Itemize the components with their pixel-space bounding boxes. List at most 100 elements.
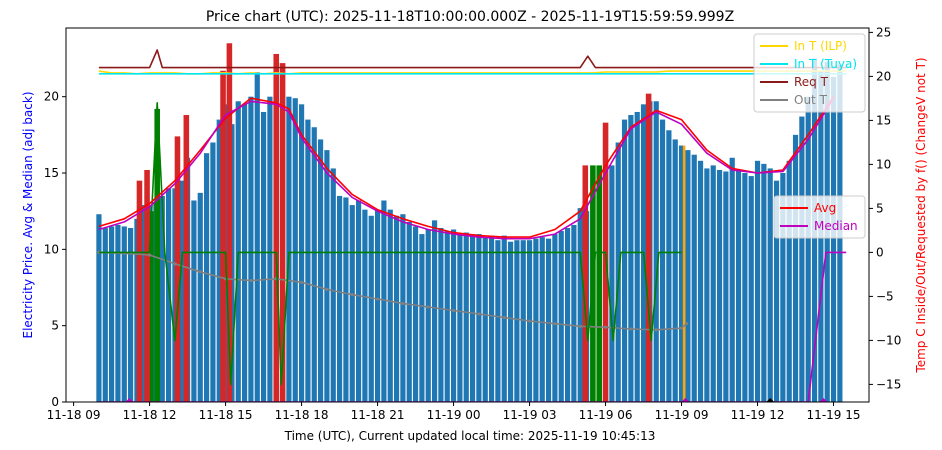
price-bar bbox=[438, 227, 444, 402]
out-t-point bbox=[249, 278, 253, 283]
price-bar bbox=[102, 227, 108, 402]
out-t-point bbox=[451, 308, 456, 313]
price-bar bbox=[577, 208, 583, 402]
price-bar bbox=[704, 168, 710, 402]
price-bar bbox=[533, 238, 539, 402]
price-bar bbox=[463, 232, 469, 402]
price-bar bbox=[108, 226, 115, 402]
x-tick-label: 11-18 18 bbox=[275, 408, 329, 422]
price-bar bbox=[476, 234, 482, 402]
price-bar bbox=[425, 229, 431, 402]
y-left-tick-label: 15 bbox=[44, 166, 59, 180]
price-bar bbox=[761, 163, 767, 402]
price-bar bbox=[387, 209, 393, 402]
price-bar bbox=[121, 226, 127, 402]
y-axis-label-right: Temp C Inside/Out/Requested by f() (Chan… bbox=[914, 57, 928, 373]
price-bar bbox=[615, 142, 621, 402]
legend-mid-box bbox=[773, 195, 866, 239]
out-t-point bbox=[350, 293, 354, 297]
out-t-point bbox=[173, 262, 177, 266]
price-bar bbox=[773, 180, 780, 402]
price-bar bbox=[780, 173, 786, 402]
y-right-tick-label: −15 bbox=[876, 377, 901, 391]
price-bar bbox=[393, 215, 400, 402]
green-bar bbox=[154, 108, 160, 402]
orange-bar bbox=[682, 145, 686, 402]
x-tick-label: 11-19 00 bbox=[427, 408, 481, 422]
price-bar bbox=[324, 150, 330, 402]
y-right-tick-label: 20 bbox=[876, 69, 891, 83]
price-bar bbox=[457, 234, 463, 402]
y-right-tick-label: 25 bbox=[876, 25, 891, 39]
out-t-point bbox=[527, 319, 532, 323]
price-bar bbox=[552, 234, 558, 402]
out-t-point bbox=[629, 327, 633, 331]
price-bar bbox=[666, 130, 672, 402]
price-bar bbox=[564, 227, 571, 402]
price-bar bbox=[621, 119, 628, 402]
legends: In T (ILP) In T (Tuya) Req T Out T Avg Median bbox=[753, 33, 866, 239]
marker-point bbox=[766, 398, 775, 402]
green-bar bbox=[148, 211, 154, 402]
out-t-point bbox=[553, 322, 557, 326]
x-tick-label: 11-18 12 bbox=[123, 408, 177, 422]
y-left-tick-label: 10 bbox=[44, 242, 59, 256]
x-tick-label: 11-19 03 bbox=[503, 408, 557, 422]
y-right-tick-label: 15 bbox=[876, 113, 891, 127]
green-bar bbox=[596, 165, 603, 402]
price-bar bbox=[431, 220, 438, 402]
price-bar bbox=[488, 235, 495, 402]
legend-top-label: Out T bbox=[794, 93, 828, 107]
price-bar bbox=[355, 200, 362, 402]
x-tick-label: 11-19 06 bbox=[579, 408, 633, 422]
price-bar bbox=[248, 96, 254, 402]
price-bar bbox=[469, 234, 476, 402]
y-axis-label-left: Electricity Price. Avg & Median (adj bac… bbox=[21, 92, 35, 339]
price-bar bbox=[267, 96, 273, 402]
legend-mid-label: Avg bbox=[814, 201, 836, 215]
series-line-median bbox=[98, 97, 835, 240]
req-bar bbox=[220, 70, 226, 402]
price-bar bbox=[305, 119, 311, 402]
out-t-point bbox=[198, 270, 202, 274]
price-bar bbox=[799, 116, 805, 402]
price-bar bbox=[558, 231, 564, 402]
plot-content bbox=[96, 43, 847, 402]
legend-top-label: In T (ILP) bbox=[794, 39, 847, 53]
req-bar bbox=[602, 122, 609, 402]
price-bar bbox=[191, 200, 197, 402]
series-line-req-t bbox=[98, 49, 847, 69]
price-bar bbox=[450, 229, 457, 402]
price-bar bbox=[286, 96, 292, 402]
price-bar bbox=[362, 209, 368, 402]
price-bar bbox=[419, 234, 425, 402]
price-bar bbox=[115, 224, 121, 402]
price-bar bbox=[381, 200, 387, 402]
price-bar bbox=[140, 205, 146, 402]
price-bar bbox=[685, 150, 691, 402]
out-t-point bbox=[502, 315, 506, 320]
price-bar bbox=[406, 221, 412, 402]
price-bar bbox=[767, 168, 773, 402]
price-bar bbox=[754, 160, 761, 402]
price-bar bbox=[609, 165, 615, 402]
legend-mid-label: Median bbox=[814, 219, 858, 233]
price-bar bbox=[349, 205, 355, 402]
y-left-tick-label: 20 bbox=[44, 90, 59, 104]
req-bar bbox=[183, 115, 190, 402]
price-bar bbox=[628, 115, 634, 402]
price-bar bbox=[165, 188, 172, 402]
out-t-point bbox=[654, 328, 658, 332]
price-bar bbox=[311, 127, 317, 402]
legend-top-label: In T (Tuya) bbox=[794, 57, 857, 71]
price-bar bbox=[254, 72, 260, 402]
x-tick-label: 11-19 09 bbox=[655, 408, 709, 422]
x-tick-label: 11-19 12 bbox=[731, 408, 785, 422]
req-bar bbox=[279, 63, 286, 402]
axes-frame bbox=[65, 27, 870, 403]
price-bar bbox=[792, 134, 799, 402]
price-bar bbox=[203, 153, 210, 402]
y-right-tick-label: −5 bbox=[876, 289, 894, 303]
